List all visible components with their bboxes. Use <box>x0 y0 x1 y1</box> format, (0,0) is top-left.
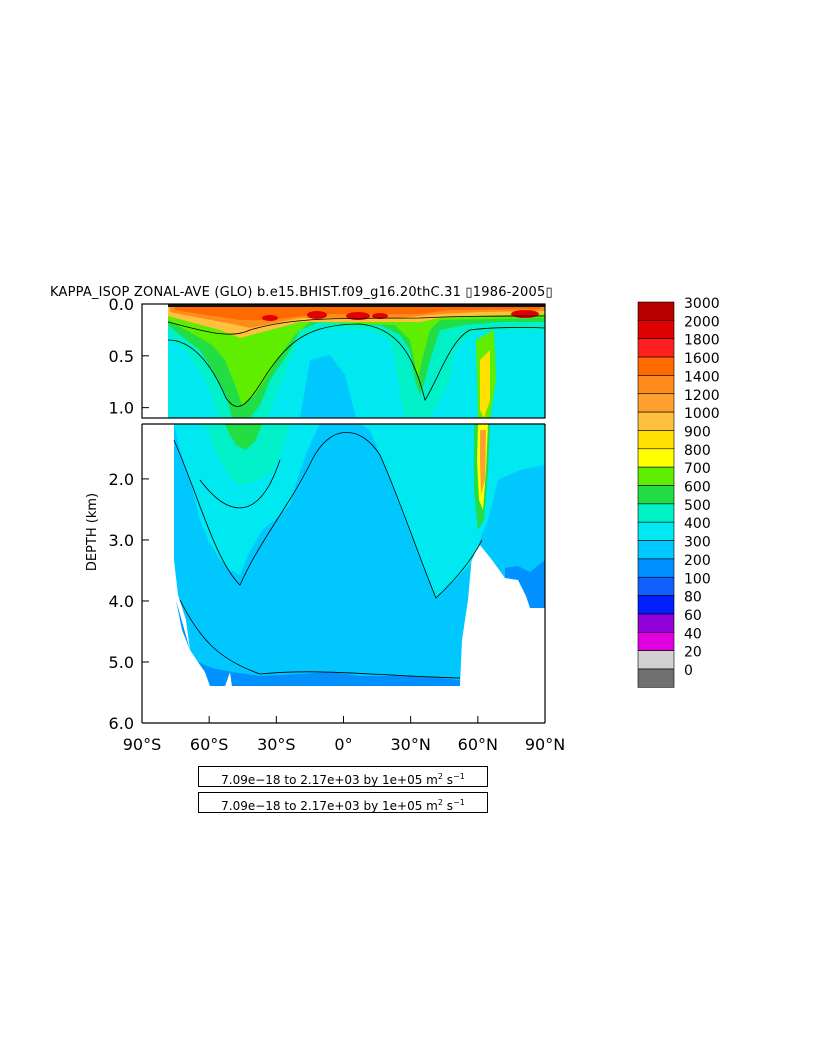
core-2000-3 <box>262 315 278 321</box>
contour-fill <box>167 304 545 686</box>
colorbar-label: 0 <box>684 663 693 679</box>
colorbar-label: 300 <box>684 535 711 551</box>
core-2000-0 <box>307 311 327 319</box>
core-2000-4 <box>511 310 539 318</box>
colorbar-swatch <box>637 521 675 541</box>
colorbar-swatch <box>637 356 675 376</box>
colorbar-swatch <box>637 338 675 358</box>
colorbar-swatch <box>637 650 675 670</box>
contour-line-lower-0 <box>173 432 483 599</box>
colorbar-label: 1200 <box>684 388 720 404</box>
y-tick-label-lower: 6.0 <box>109 714 134 733</box>
upper-panel-fill <box>167 304 545 418</box>
contour-line-upper-1 <box>167 315 545 335</box>
colorbar-label: 40 <box>684 626 702 642</box>
axes: 90°S 60°S 30°S 0° 30°N 60°N 90°N 0.0 0.5 1.0 2.0 3.… <box>85 295 565 754</box>
colorbar-label: 400 <box>684 516 711 532</box>
contour-line-lower-1 <box>199 459 281 509</box>
x-tick-label: 90°S <box>123 735 162 754</box>
colorbar-label: 3000 <box>684 296 720 312</box>
y-tick-label-lower: 3.0 <box>109 531 134 550</box>
colorbar-label: 600 <box>684 480 711 496</box>
contour-line-upper-0 <box>167 323 545 407</box>
colorbar-label: 1000 <box>684 406 720 422</box>
colorbar-label: 200 <box>684 553 711 569</box>
y-tick-label-upper: 1.0 <box>109 399 134 418</box>
y-tick-label-lower: 5.0 <box>109 653 134 672</box>
colorbar-swatch <box>637 558 675 578</box>
x-tick-label: 60°S <box>190 735 229 754</box>
colorbar-swatch <box>637 503 675 523</box>
band-900-north-upper <box>480 350 490 418</box>
colorbar-swatch <box>637 613 675 633</box>
upper-panel-frame <box>141 303 546 419</box>
colorbar-label: 20 <box>684 645 702 661</box>
colorbar-swatch <box>637 301 675 321</box>
colorbar-swatch <box>637 576 675 596</box>
contour-info-box-1: 7.09e−18 to 2.17e+03 by 1e+05 m2 s−1 <box>198 766 488 787</box>
plot-title: KAPPA_ISOP ZONAL-AVE (GLO) b.e15.BHIST.f… <box>50 285 553 300</box>
band-300-upper <box>300 355 356 418</box>
x-tick-label: 30°S <box>257 735 296 754</box>
band-600-lower <box>225 424 262 450</box>
colorbar-label: 800 <box>684 443 711 459</box>
colorbar-swatch <box>637 668 675 688</box>
contour-info-box-2: 7.09e−18 to 2.17e+03 by 1e+05 m2 s−1 <box>198 792 488 813</box>
x-tick-label: 30°N <box>391 735 431 754</box>
band-400-arctic <box>500 340 545 418</box>
core-2000-2 <box>372 313 388 319</box>
band-200-north <box>505 560 545 608</box>
colorbar-label: 700 <box>684 461 711 477</box>
colorbar-swatch <box>637 448 675 468</box>
colorbar-swatch <box>637 411 675 431</box>
band-500-lower <box>200 424 290 485</box>
contour-info-text-2: 7.09e−18 to 2.17e+03 by 1e+05 m <box>221 799 438 813</box>
colorbar-label: 900 <box>684 424 711 440</box>
lower-panel-fill <box>173 424 545 686</box>
colorbar: 3000200018001600140012001000900800700600… <box>637 296 720 688</box>
colorbar-label: 2000 <box>684 314 720 330</box>
colorbar-swatch <box>637 631 675 651</box>
x-tick-label: 60°N <box>458 735 498 754</box>
band-1200-north <box>480 430 486 495</box>
colorbar-swatch <box>637 320 675 340</box>
y-tick-label-lower: 4.0 <box>109 592 134 611</box>
colorbar-label: 1800 <box>684 333 720 349</box>
y-tick-label-upper: 0.0 <box>109 295 134 314</box>
colorbar-swatch <box>637 430 675 450</box>
colorbar-label: 80 <box>684 590 702 606</box>
x-tick-label: 0° <box>334 735 352 754</box>
colorbar-label: 1400 <box>684 369 720 385</box>
colorbar-swatch <box>637 375 675 395</box>
colorbar-label: 500 <box>684 498 711 514</box>
colorbar-swatch <box>637 393 675 413</box>
surface-dark-strip <box>168 304 545 307</box>
colorbar-label: 60 <box>684 608 702 624</box>
colorbar-swatch <box>637 485 675 505</box>
colorbar-swatch <box>637 540 675 560</box>
y-axis-label: DEPTH (km) <box>85 493 100 571</box>
y-tick-label-lower: 2.0 <box>109 470 134 489</box>
y-tick-label-upper: 0.5 <box>109 347 134 366</box>
colorbar-label: 100 <box>684 571 711 587</box>
colorbar-swatch <box>637 466 675 486</box>
colorbar-label: 1600 <box>684 351 720 367</box>
contour-line-lower-2 <box>179 599 461 679</box>
contour-info-text-1: 7.09e−18 to 2.17e+03 by 1e+05 m <box>221 773 438 787</box>
colorbar-swatch <box>637 595 675 615</box>
x-tick-label: 90°N <box>525 735 565 754</box>
